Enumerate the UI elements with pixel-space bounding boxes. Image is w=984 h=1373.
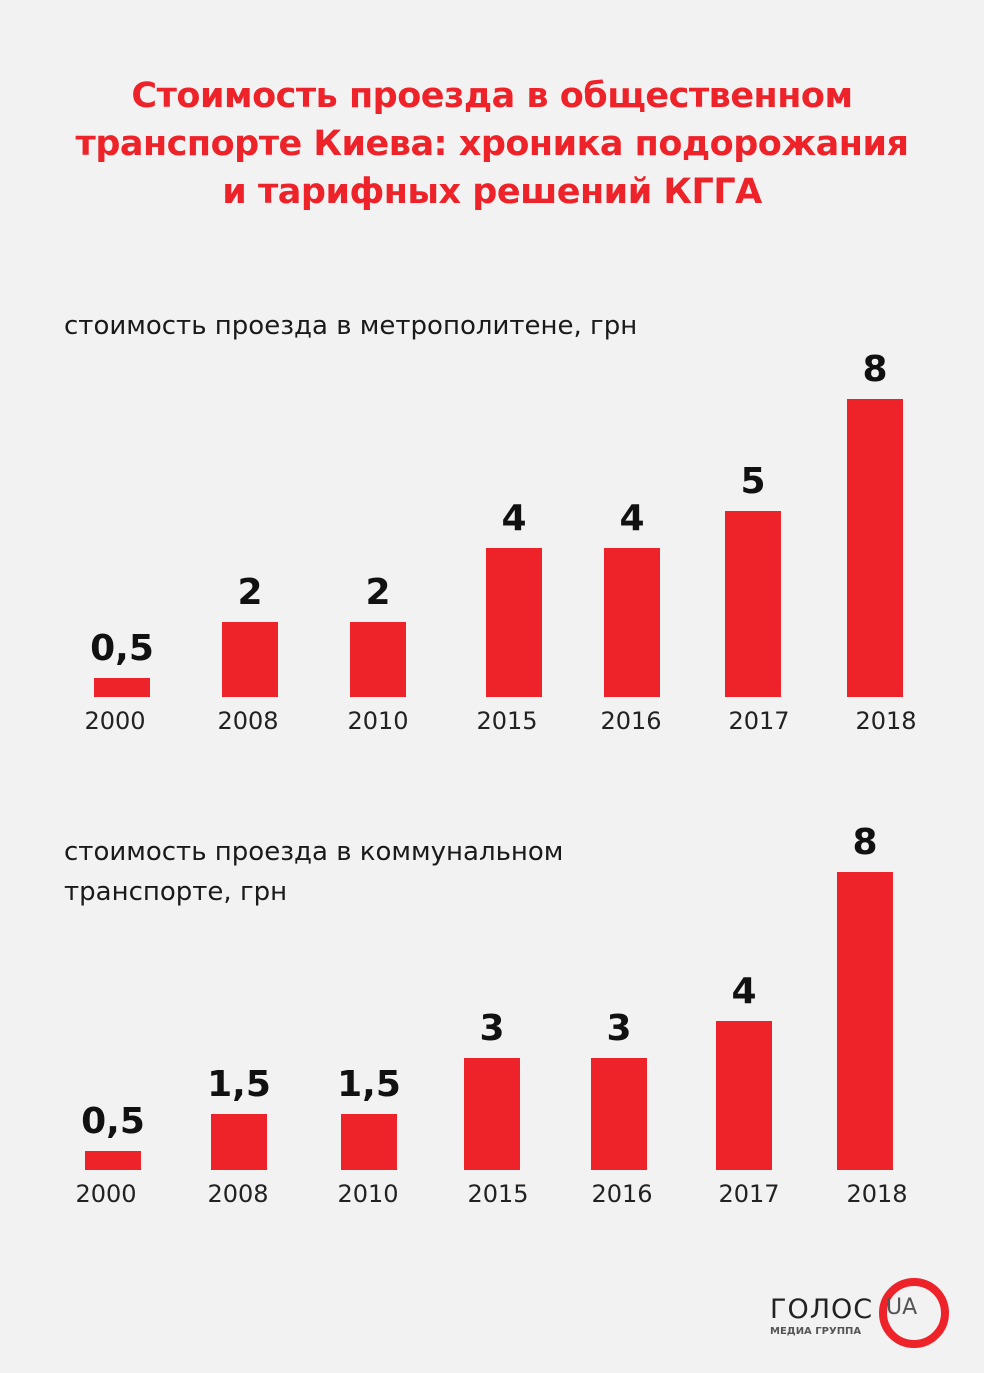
bar-2008	[211, 1114, 267, 1170]
bar-2018	[837, 871, 893, 1170]
title-line: транспорте Киева: хроника подорожания	[75, 124, 909, 164]
data-label: 1,5	[207, 1064, 271, 1106]
data-label: 5	[740, 460, 766, 502]
data-label: 3	[606, 1008, 632, 1050]
data-label: 2	[237, 572, 263, 614]
x-tick-label: 2016	[591, 1180, 653, 1208]
logo-suffix: UA	[886, 1295, 918, 1320]
x-tick-label: 2016	[600, 707, 662, 735]
x-tick-label: 2015	[476, 707, 538, 735]
data-label: 8	[862, 348, 888, 390]
bar-2015	[486, 547, 542, 697]
x-tick-label: 2010	[337, 1180, 399, 1208]
x-tick-label: 2008	[207, 1180, 269, 1208]
x-tick-label: 2000	[84, 707, 146, 735]
bar-2017	[716, 1020, 772, 1170]
x-tick-label: 2018	[855, 707, 917, 735]
data-label: 2	[365, 572, 391, 614]
x-tick-label: 2010	[347, 707, 409, 735]
bar-2000	[94, 678, 150, 697]
x-tick-label: 2008	[217, 707, 279, 735]
metro-chart-title: стоимость проезда в метрополитене, грн	[64, 311, 638, 341]
title-line: транспорте, грн	[64, 877, 288, 907]
title-line: и тарифных решений КГГА	[222, 172, 762, 212]
data-label: 8	[852, 821, 878, 863]
bar-2008	[222, 622, 278, 697]
data-label: 4	[731, 970, 757, 1012]
data-label: 3	[479, 1008, 505, 1050]
logo-subtitle: МЕДИА ГРУППА	[770, 1326, 862, 1337]
logo-ring-icon	[879, 1278, 949, 1348]
bar-2015	[464, 1058, 520, 1170]
bar-2017	[725, 510, 781, 697]
x-tick-label: 2000	[75, 1180, 137, 1208]
data-label: 0,5	[90, 628, 154, 670]
title-line: стоимость проезда в коммунальном	[64, 837, 564, 867]
bar-2010	[350, 622, 406, 697]
x-tick-label: 2017	[728, 707, 790, 735]
x-tick-label: 2015	[467, 1180, 529, 1208]
title-line: Стоимость проезда в общественном	[131, 76, 853, 116]
data-label: 4	[619, 497, 645, 539]
data-label: 1,5	[337, 1064, 401, 1106]
bar-2000	[85, 1151, 141, 1170]
data-label: 4	[501, 497, 527, 539]
page-title: Стоимость проезда в общественном транспо…	[0, 72, 984, 216]
golos-ua-logo: ГОЛОС UA МЕДИА ГРУППА	[770, 1278, 950, 1350]
transport-chart-title: стоимость проезда в коммунальном транспо…	[64, 832, 563, 912]
bar-2016	[604, 547, 660, 697]
x-tick-label: 2018	[846, 1180, 908, 1208]
bar-2010	[341, 1114, 397, 1170]
bar-2018	[847, 398, 903, 697]
data-label: 0,5	[81, 1101, 145, 1143]
logo-text: ГОЛОС	[770, 1294, 874, 1325]
bar-2016	[591, 1058, 647, 1170]
x-tick-label: 2017	[718, 1180, 780, 1208]
